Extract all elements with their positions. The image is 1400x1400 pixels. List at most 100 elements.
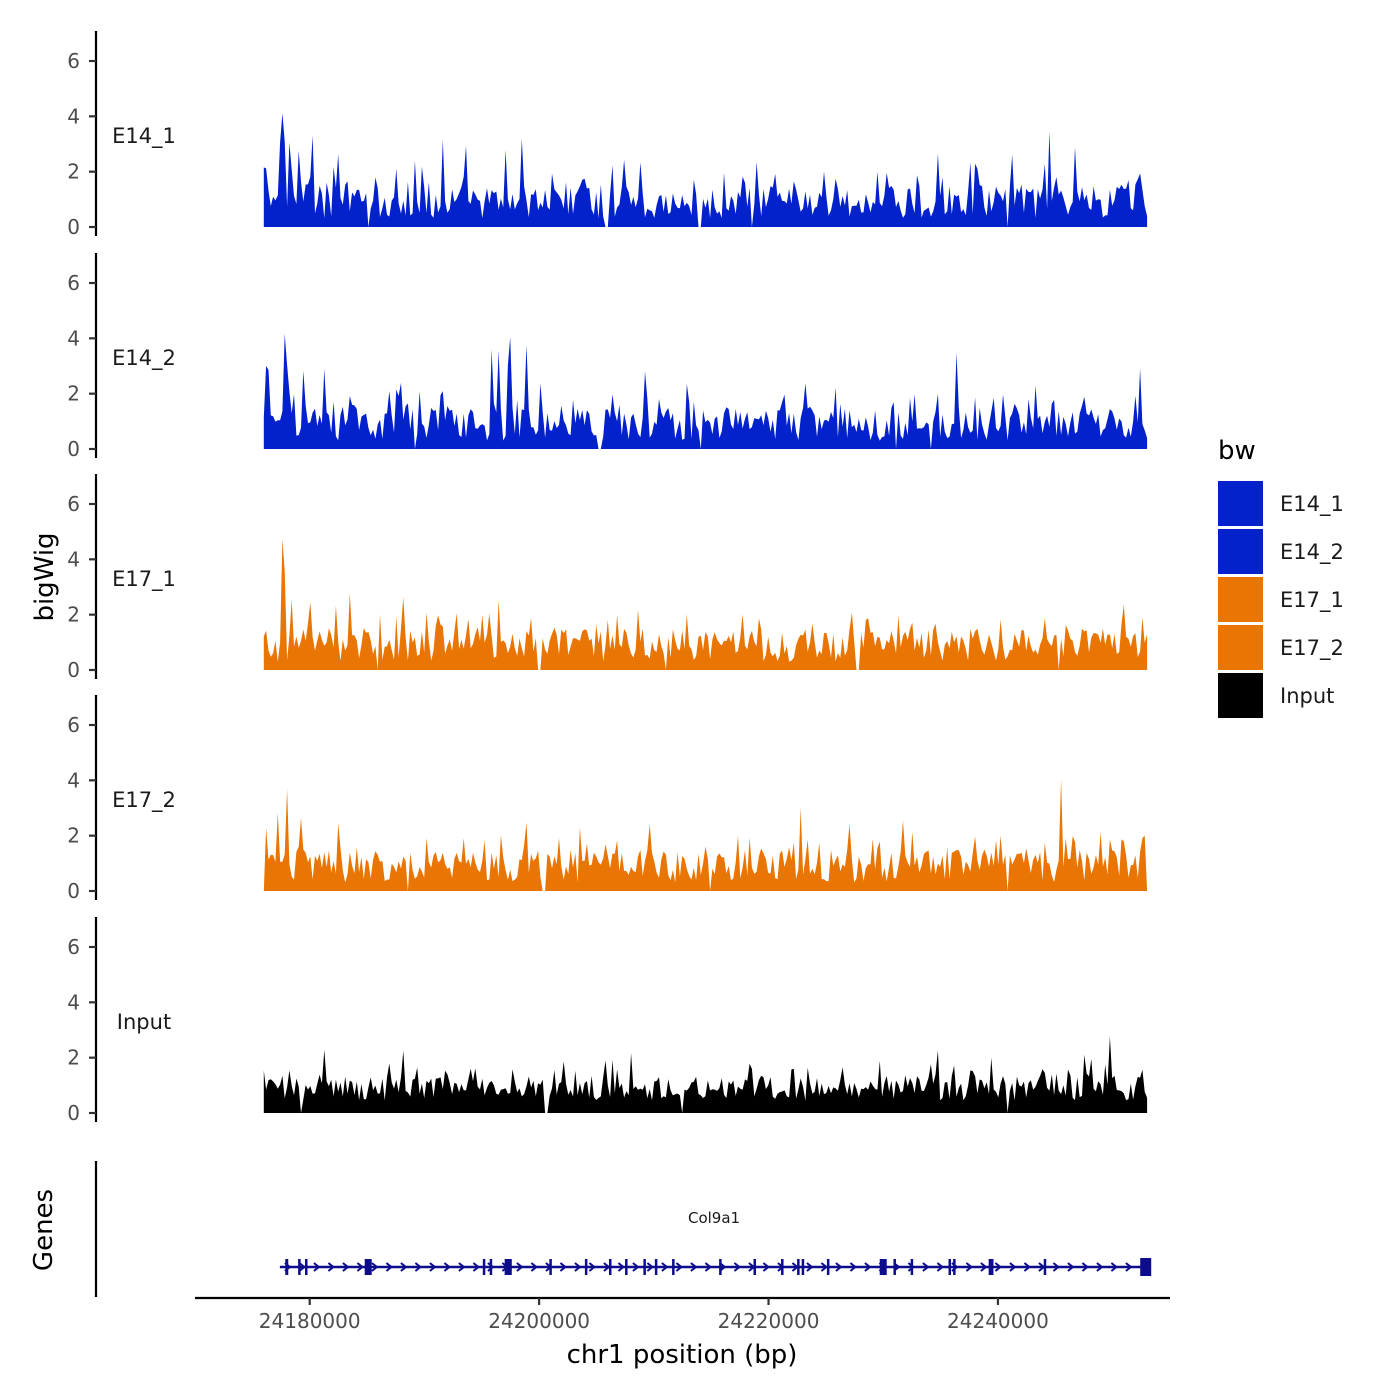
- strand-arrow: [1067, 1262, 1075, 1272]
- exon: [753, 1259, 757, 1275]
- strand-arrow: [385, 1262, 393, 1272]
- strand-arrow: [487, 1262, 495, 1272]
- strand-arrow: [371, 1262, 379, 1272]
- gene-model: Col9a1: [279, 1209, 1152, 1276]
- x-axis-title: chr1 position (bp): [567, 1340, 798, 1370]
- legend-entry: E17_2: [1218, 625, 1344, 670]
- y-tick-label: 6: [67, 271, 80, 295]
- signal-area-e14-2: [263, 333, 1148, 449]
- track-panel-e14-2: 0 2 4 6 E14_2: [67, 253, 1148, 461]
- strand-arrow: [342, 1262, 350, 1272]
- exon: [654, 1259, 658, 1275]
- strand-arrow: [298, 1262, 306, 1272]
- strand-arrow: [1081, 1262, 1089, 1272]
- strand-arrow: [661, 1262, 669, 1272]
- gene-name-label: Col9a1: [688, 1209, 740, 1227]
- strand-arrow: [835, 1262, 843, 1272]
- legend-swatch: [1218, 481, 1263, 526]
- strand-arrow: [980, 1262, 988, 1272]
- strand-arrow: [313, 1262, 321, 1272]
- legend-entries: E14_1 E14_2 E17_1 E17_2 Input: [1218, 481, 1344, 718]
- legend-entry: E17_1: [1218, 577, 1344, 622]
- genes-panel: Genes Col9a1: [29, 1161, 1152, 1297]
- strand-arrow: [907, 1262, 915, 1272]
- strand-arrow: [356, 1262, 364, 1272]
- strand-arrow: [574, 1262, 582, 1272]
- strand-arrow: [1023, 1262, 1031, 1272]
- y-tick-label: 4: [67, 768, 80, 792]
- legend-entry: E14_2: [1218, 529, 1344, 574]
- y-tick-label: 6: [67, 49, 80, 73]
- exon: [298, 1259, 301, 1275]
- track-panel-input: 0 2 4 6 Input: [67, 917, 1148, 1125]
- strand-arrow: [429, 1262, 437, 1272]
- strand-arrow: [472, 1262, 480, 1272]
- y-tick-label: 6: [67, 713, 80, 737]
- exon: [643, 1259, 646, 1275]
- strand-arrow: [675, 1262, 683, 1272]
- exon: [549, 1259, 552, 1275]
- exon: [584, 1259, 588, 1275]
- x-tick-label: 24240000: [947, 1309, 1049, 1333]
- exon: [608, 1259, 612, 1275]
- x-tick-label: 24200000: [488, 1309, 590, 1333]
- strand-arrow: [965, 1262, 973, 1272]
- exon: [953, 1259, 956, 1275]
- signal-area-e17-2: [263, 778, 1148, 891]
- gene-models: Col9a1: [279, 1209, 1152, 1276]
- y-tick-label: 0: [67, 215, 80, 239]
- exon: [489, 1259, 493, 1275]
- strand-arrow: [1125, 1262, 1133, 1272]
- y-tick-label: 6: [67, 492, 80, 516]
- strand-arrow: [820, 1262, 828, 1272]
- strand-arrow: [806, 1262, 814, 1272]
- strand-arrow: [733, 1262, 741, 1272]
- y-tick-label: 2: [67, 824, 80, 848]
- strand-arrow: [458, 1262, 466, 1272]
- track-panel-e14-1: 0 2 4 6 E14_1: [67, 31, 1148, 239]
- y-tick-label: 4: [67, 326, 80, 350]
- x-axis-ticks: 24180000 24200000 24220000 24240000: [259, 1298, 1049, 1333]
- strand-arrow: [443, 1262, 451, 1272]
- legend-label: E14_2: [1280, 540, 1344, 565]
- strand-arrow: [849, 1262, 857, 1272]
- y-tick-label: 0: [67, 879, 80, 903]
- strand-arrow: [530, 1262, 538, 1272]
- legend-entry: Input: [1218, 673, 1334, 718]
- exon: [893, 1259, 896, 1275]
- y-tick-label: 2: [67, 1046, 80, 1070]
- y-tick-label: 2: [67, 382, 80, 406]
- y-tick-label: 2: [67, 603, 80, 627]
- legend-swatch: [1218, 577, 1263, 622]
- strand-arrow: [994, 1262, 1002, 1272]
- exon: [504, 1259, 512, 1275]
- strand-arrow: [762, 1262, 770, 1272]
- exon: [672, 1259, 675, 1275]
- track-label: E14_1: [112, 124, 176, 149]
- y-tick-label: 0: [67, 1101, 80, 1125]
- exon: [801, 1259, 805, 1275]
- exon: [364, 1259, 372, 1275]
- exon: [285, 1259, 289, 1275]
- exon: [1043, 1259, 1047, 1275]
- strand-arrow: [1110, 1262, 1118, 1272]
- strand-arrow: [646, 1262, 654, 1272]
- legend-swatch: [1218, 673, 1263, 718]
- strand-arrow: [936, 1262, 944, 1272]
- exon: [482, 1259, 486, 1275]
- y-tick-label: 2: [67, 160, 80, 184]
- y-tick-label: 0: [67, 658, 80, 682]
- signal-area-input: [263, 1036, 1148, 1113]
- exon-terminal: [1140, 1258, 1152, 1276]
- y-tick-label: 4: [67, 547, 80, 571]
- strand-arrow: [922, 1262, 930, 1272]
- legend-swatch: [1218, 625, 1263, 670]
- signal-area-e14-1: [263, 113, 1148, 227]
- y-tick-label: 4: [67, 990, 80, 1014]
- exon: [990, 1259, 994, 1275]
- exon: [910, 1259, 914, 1275]
- y-tick-label: 0: [67, 437, 80, 461]
- strand-arrow: [414, 1262, 422, 1272]
- x-tick-label: 24180000: [259, 1309, 361, 1333]
